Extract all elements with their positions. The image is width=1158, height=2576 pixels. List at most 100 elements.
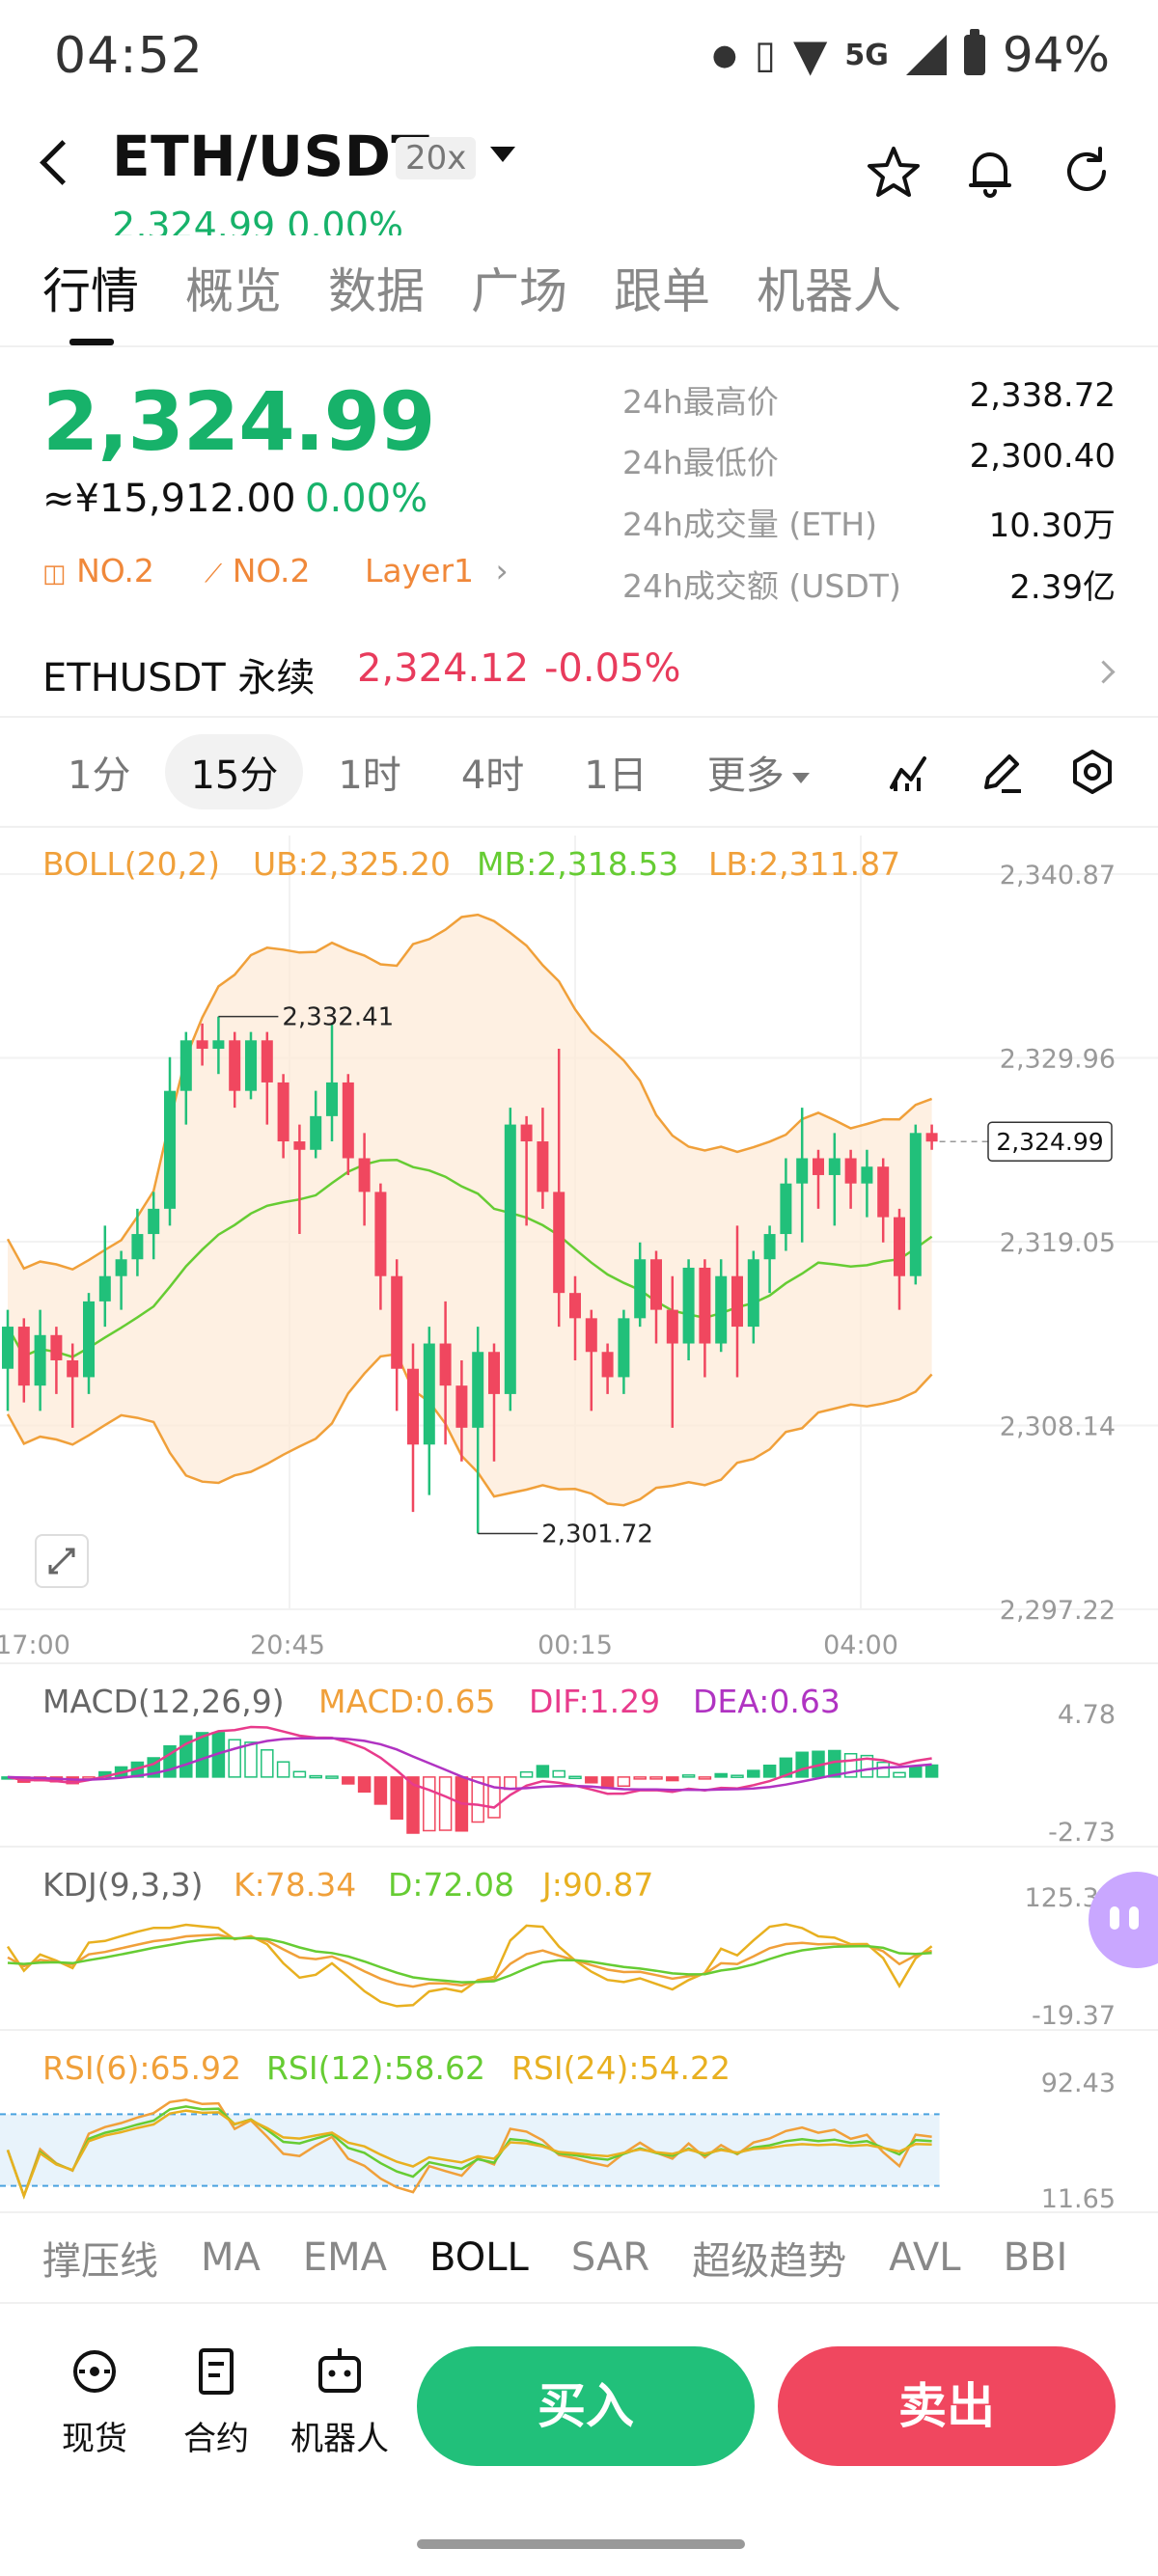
ind-tab-ema[interactable]: EMA — [302, 2235, 388, 2280]
perp-label[interactable]: ETHUSDT 永续 — [42, 656, 316, 700]
more-label: 更多 — [706, 754, 785, 798]
candle-body — [828, 1158, 841, 1175]
macd-histogram-bar — [649, 1776, 663, 1780]
x-tick-label: 00:15 — [538, 1631, 613, 1660]
tab-market[interactable]: 行情 — [42, 253, 139, 345]
candle-body — [780, 1183, 792, 1235]
stat-label-volume: 24h成交量 (ETH) — [622, 506, 877, 543]
interval-1h[interactable]: 1时 — [338, 754, 401, 798]
interval-more[interactable]: 更多 — [682, 734, 835, 809]
interval-4h[interactable]: 4时 — [460, 754, 525, 798]
ind-tab-boll[interactable]: BOLL — [429, 2235, 529, 2280]
boll-middle-line — [6, 1158, 933, 1358]
caret-down-icon — [791, 772, 810, 783]
tab-robot[interactable]: 机器人 — [757, 263, 901, 319]
boll-band-fill — [8, 915, 932, 1506]
ind-tab-sar[interactable]: SAR — [570, 2235, 650, 2280]
interval-15m[interactable]: 15分 — [165, 734, 304, 809]
battery-icon — [963, 29, 985, 75]
battery-level: 94% — [1002, 27, 1110, 83]
boll-upper-line — [6, 913, 933, 1272]
refresh-icon[interactable] — [1058, 143, 1116, 201]
rank-badge-1[interactable]: ◫ NO.2 — [42, 552, 154, 589]
candle-body — [261, 1040, 273, 1082]
macd-histogram-bar — [681, 1774, 696, 1778]
macd-histogram-bar — [779, 1757, 793, 1778]
candle-body — [423, 1343, 435, 1445]
price-change: 0.00% — [305, 477, 428, 521]
tab-overview[interactable]: 概览 — [185, 263, 282, 319]
y-tick-label: 2,308.14 — [1000, 1412, 1116, 1442]
kline-chart[interactable]: 2,340.87 2,329.96 2,319.05 2,308.14 2,297.22… — [0, 830, 1158, 2200]
rsi-12-line — [6, 2105, 932, 2200]
kdj-label[interactable]: KDJ(9,3,3) — [42, 1866, 204, 1904]
tab-copy-trade[interactable]: 跟单 — [614, 263, 710, 319]
macd-label[interactable]: MACD(12,26,9) — [42, 1683, 285, 1720]
candle-body — [601, 1352, 614, 1378]
ind-tab-supertrend[interactable]: 超级趋势 — [692, 2239, 847, 2284]
expand-icon[interactable] — [35, 1534, 89, 1588]
sub-indicators — [0, 1662, 1158, 2200]
stat-label-turnover: 24h成交额 (USDT) — [622, 567, 901, 605]
rsi-24: RSI(24):54.22 — [511, 2049, 731, 2087]
nav-contract[interactable]: 合约 — [158, 2344, 274, 2459]
candle-body — [310, 1115, 322, 1150]
divider — [0, 826, 1158, 828]
macd-histogram-bar — [228, 1739, 241, 1778]
candle-body — [115, 1259, 127, 1276]
kdj-ymin: -19.37 — [1031, 2001, 1116, 2031]
tab-square[interactable]: 广场 — [471, 263, 567, 319]
leverage-badge[interactable]: 20x — [396, 137, 477, 179]
indicator-icon[interactable] — [888, 749, 934, 799]
candle-body — [407, 1368, 419, 1445]
settings-icon[interactable] — [1069, 749, 1116, 799]
ind-tab-support[interactable]: 撑压线 — [42, 2239, 158, 2284]
candle-body — [666, 1309, 678, 1344]
nav-spot[interactable]: 现货 — [37, 2344, 152, 2459]
back-icon[interactable] — [40, 140, 85, 185]
boll-mb: MB:2,318.53 — [477, 845, 679, 883]
macd-histogram-bar — [924, 1764, 939, 1778]
macd-histogram-bar — [666, 1776, 679, 1782]
home-indicator[interactable] — [417, 2539, 745, 2549]
assistant-bubble[interactable] — [1089, 1872, 1158, 1968]
buy-button[interactable]: 买入 — [417, 2346, 755, 2466]
bell-icon[interactable] — [961, 143, 1019, 201]
rsi-zone — [0, 2114, 940, 2186]
tag-layer1[interactable]: Layer1 › — [365, 552, 509, 589]
boll-label[interactable]: BOLL(20,2) — [42, 845, 221, 883]
candle-body — [504, 1124, 516, 1394]
chevron-down-icon[interactable] — [490, 147, 515, 162]
draw-pen-icon[interactable] — [979, 749, 1025, 799]
tab-data[interactable]: 数据 — [328, 263, 425, 319]
macd-histogram-bar — [568, 1775, 582, 1780]
rank-badge-2[interactable]: ⟋ NO.2 — [205, 552, 311, 589]
sell-button[interactable]: 卖出 — [778, 2346, 1116, 2466]
candle-body — [196, 1040, 208, 1050]
y-tick-label: 2,297.22 — [1000, 1596, 1116, 1626]
y-tick-label: 2,329.96 — [1000, 1045, 1116, 1075]
chevron-right-icon[interactable] — [1091, 660, 1116, 684]
nav-robot-label: 机器人 — [290, 2420, 389, 2458]
nav-robot[interactable]: 机器人 — [282, 2344, 398, 2459]
stat-value-turnover: 2.39亿 — [1009, 568, 1116, 607]
macd-histogram-bar — [244, 1741, 258, 1778]
candle-body — [83, 1301, 95, 1378]
rank-2-label: NO.2 — [232, 552, 311, 589]
candle-body — [763, 1234, 776, 1260]
candle-body — [650, 1259, 662, 1310]
interval-1m[interactable]: 1分 — [68, 754, 131, 798]
rsi-6[interactable]: RSI(6):65.92 — [42, 2049, 241, 2087]
ind-tab-bbi[interactable]: BBI — [1003, 2235, 1068, 2280]
ind-tab-avl[interactable]: AVL — [889, 2235, 961, 2280]
divider — [0, 2302, 1158, 2304]
ind-tab-ma[interactable]: MA — [201, 2235, 261, 2280]
macd-histogram-bar — [536, 1765, 550, 1778]
pair-title[interactable]: ETH/USDT — [112, 123, 430, 189]
candle-body — [326, 1082, 338, 1116]
star-icon[interactable] — [865, 143, 923, 201]
candle-body — [164, 1090, 176, 1209]
macd-histogram-bar — [406, 1776, 420, 1834]
interval-1d[interactable]: 1日 — [584, 754, 648, 798]
candle-body — [537, 1141, 549, 1192]
